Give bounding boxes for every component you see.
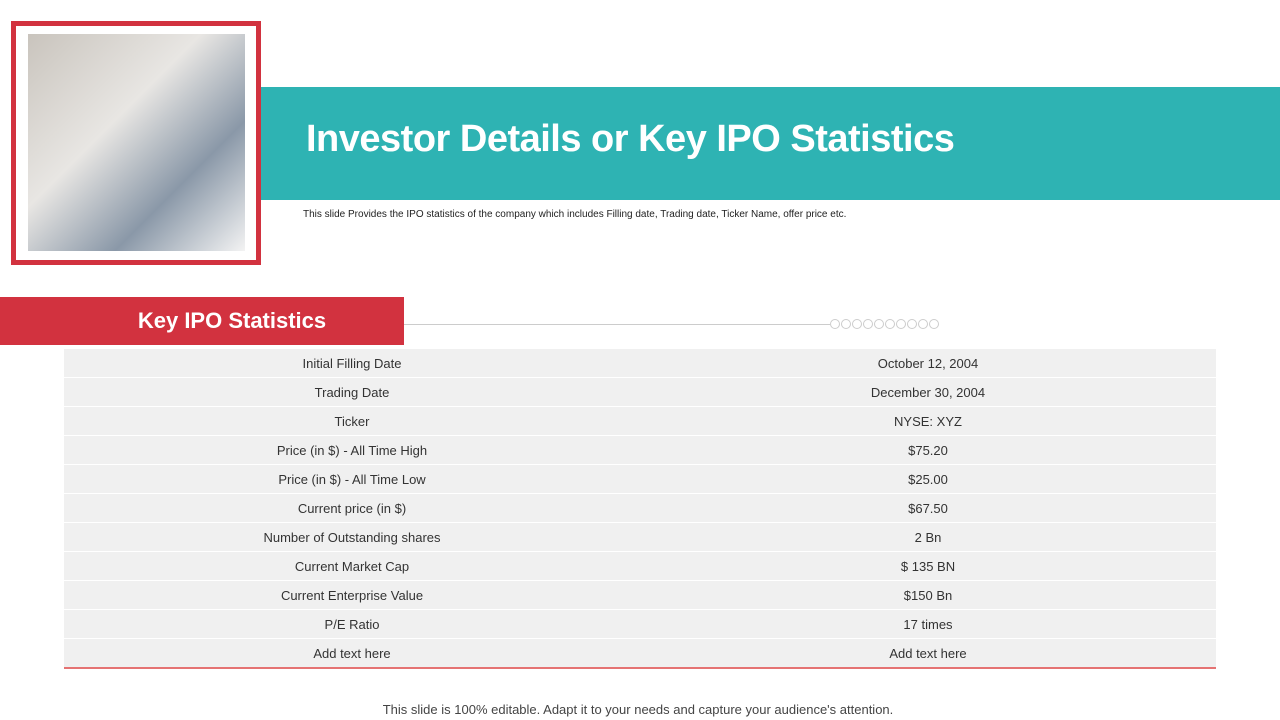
table-cell: Add text here [64, 638, 640, 669]
table-cell: Number of Outstanding shares [64, 522, 640, 552]
table-cell: Current Market Cap [64, 551, 640, 581]
table-cell: Initial Filling Date [64, 349, 640, 378]
table-cell: October 12, 2004 [640, 349, 1216, 378]
table-row: P/E Ratio 17 times [64, 609, 1216, 639]
title-band [245, 87, 1280, 200]
table-row: Price (in $) - All Time Low $25.00 [64, 464, 1216, 494]
table-cell: Add text here [640, 638, 1216, 669]
table-cell: P/E Ratio [64, 609, 640, 639]
table-cell: Price (in $) - All Time High [64, 435, 640, 465]
table-row: Initial Filling Date October 12, 2004 [64, 349, 1216, 378]
table-row: Trading Date December 30, 2004 [64, 377, 1216, 407]
section-banner [0, 297, 404, 345]
divider [404, 324, 830, 325]
table-cell: December 30, 2004 [640, 377, 1216, 407]
table-cell: Current price (in $) [64, 493, 640, 523]
table-row: Ticker NYSE: XYZ [64, 406, 1216, 436]
table-cell: $ 135 BN [640, 551, 1216, 581]
dots [830, 319, 940, 329]
stats-table: Initial Filling Date October 12, 2004 Trad… [64, 349, 1216, 669]
table-row: Current Enterprise Value $150 Bn [64, 580, 1216, 610]
table-cell: NYSE: XYZ [640, 406, 1216, 436]
table-cell: 2 Bn [640, 522, 1216, 552]
table-cell: Current Enterprise Value [64, 580, 640, 610]
table-row: Current price (in $) $67.50 [64, 493, 1216, 523]
table-cell: $75.20 [640, 435, 1216, 465]
footer: This slide is 100% editable. Adapt it to… [382, 702, 894, 717]
title: Investor Details or Key IPO Statistics [306, 118, 955, 160]
table-cell: Price (in $) - All Time Low [64, 464, 640, 494]
table-row: Price (in $) - All Time High $75.20 [64, 435, 1216, 465]
table-cell: $25.00 [640, 464, 1216, 494]
table-row: Current Market Cap $ 135 BN [64, 551, 1216, 581]
photo [28, 34, 245, 251]
subtitle: This slide Provides the IPO statistics o… [303, 209, 847, 220]
table-cell: Ticker [64, 406, 640, 436]
table-cell: Trading Date [64, 377, 640, 407]
section-title: Key IPO Statistics [137, 308, 327, 333]
table-cell: $67.50 [640, 493, 1216, 523]
table-row: Number of Outstanding shares 2 Bn [64, 522, 1216, 552]
table-cell: $150 Bn [640, 580, 1216, 610]
table-row: Add text here Add text here [64, 638, 1216, 669]
table-cell: 17 times [640, 609, 1216, 639]
